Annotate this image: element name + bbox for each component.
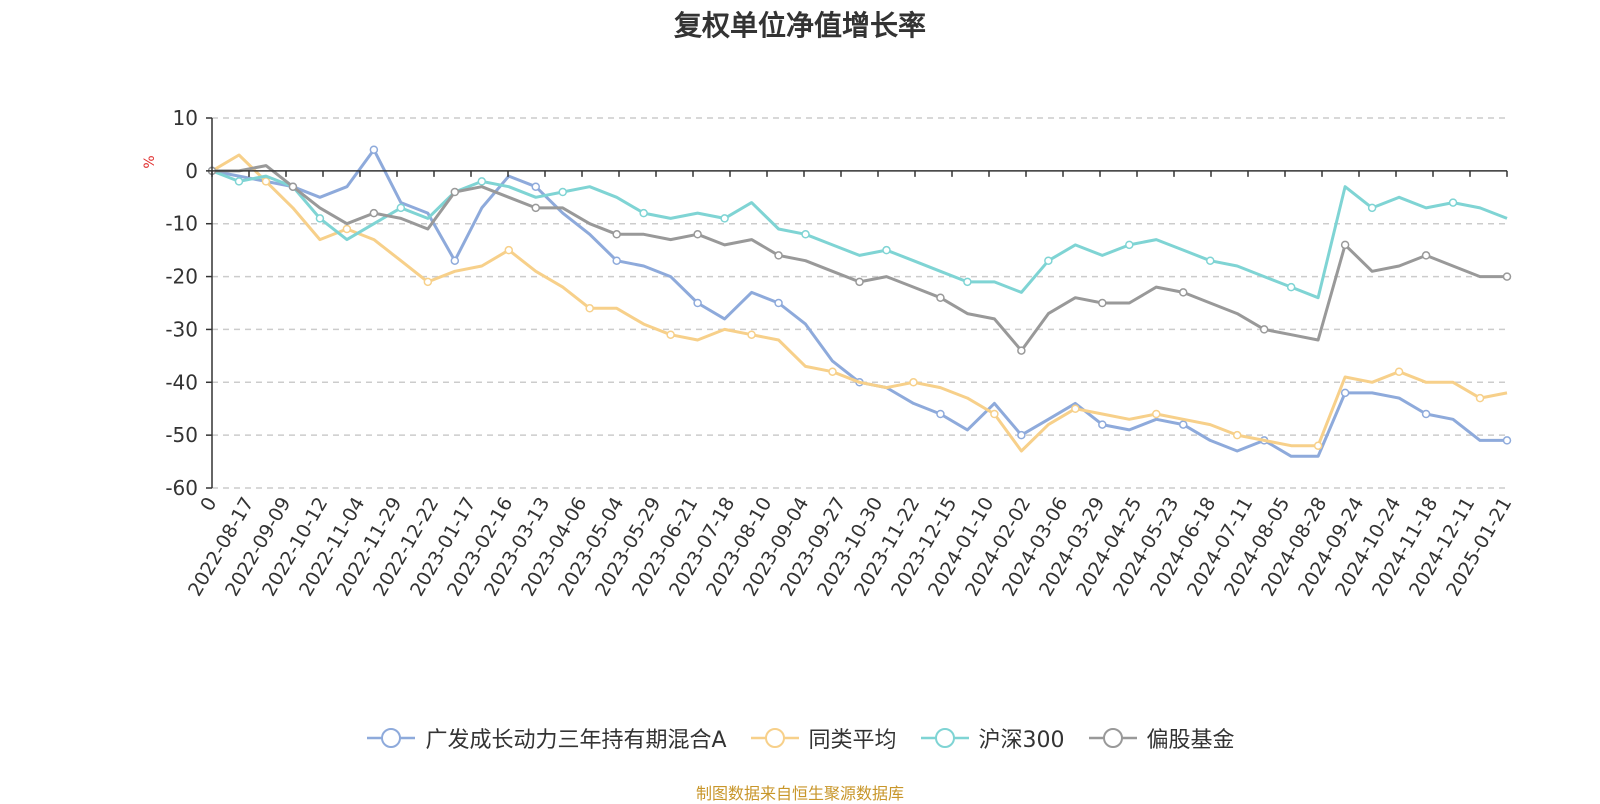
y-tick-label: -40 [165, 370, 198, 394]
data-point [1259, 325, 1269, 334]
legend-label: 同类平均 [808, 728, 897, 753]
y-tick-label: -20 [165, 265, 198, 289]
data-point [774, 251, 783, 260]
legend-marker-icon [1088, 728, 1137, 748]
y-tick-label: -50 [165, 423, 198, 447]
legend-item[interactable]: 偏股基金 [1087, 722, 1235, 754]
data-point [342, 224, 352, 234]
data-point [531, 182, 540, 191]
data-point [666, 330, 675, 339]
axis-layer: 100-10-20-30-40-50-6002022-08-172022-09-… [165, 106, 1516, 600]
data-point [504, 245, 514, 255]
data-point [1421, 409, 1431, 419]
data-point [1421, 251, 1431, 260]
series-line [212, 164, 1507, 353]
series-line [211, 153, 1508, 453]
x-tick-label: 0 [196, 494, 221, 515]
data-point [963, 277, 972, 287]
data-point [612, 256, 621, 265]
y-tick-label: -60 [165, 476, 198, 500]
legend: 广发成长动力三年持有期混合A 同类平均 沪深300 偏股基金 [0, 722, 1600, 754]
legend-label: 偏股基金 [1146, 728, 1235, 753]
legend-marker-icon [367, 728, 416, 748]
data-point [315, 214, 325, 223]
data-point [369, 208, 379, 218]
data-point [396, 203, 406, 213]
legend-marker-icon [750, 728, 799, 748]
data-point [450, 187, 460, 197]
data-point [1340, 240, 1350, 250]
y-tick-label: -10 [165, 212, 198, 236]
series-line [211, 148, 1507, 458]
data-point [1286, 282, 1296, 292]
data-point [1205, 256, 1215, 265]
data-point [1017, 346, 1026, 355]
data-point [1125, 240, 1134, 250]
data-point [1071, 404, 1080, 413]
grid-layer [212, 117, 1507, 489]
data-point [1152, 409, 1161, 419]
data-point [1448, 198, 1458, 207]
legend-item[interactable]: 同类平均 [749, 722, 897, 754]
y-axis-label: % [142, 155, 158, 168]
data-point [882, 245, 891, 255]
data-point [1098, 298, 1107, 308]
data-point [288, 182, 298, 191]
line-chart: 100-10-20-30-40-50-6002022-08-172022-09-… [142, 106, 1516, 600]
y-tick-label: 0 [185, 159, 198, 183]
data-point [558, 187, 567, 197]
data-point [369, 145, 379, 154]
data-point [477, 177, 487, 186]
y-tick-label: -30 [165, 317, 198, 341]
data-point [585, 304, 594, 313]
data-point [693, 298, 702, 308]
legend-item[interactable]: 广发成长动力三年持有期混合A [365, 722, 727, 754]
data-point [531, 203, 540, 213]
data-point [936, 293, 945, 302]
data-point [1179, 420, 1188, 429]
data-point [990, 409, 999, 419]
data-point [1098, 420, 1107, 429]
series-layer [207, 145, 1512, 458]
data-point [774, 298, 783, 308]
legend-item[interactable]: 沪深300 [919, 722, 1065, 754]
data-point [1502, 436, 1512, 445]
data-point [1394, 367, 1404, 376]
data-point [261, 177, 271, 186]
data-point [234, 177, 244, 186]
data-point [1017, 430, 1026, 440]
data-point [1313, 441, 1323, 450]
data-point [936, 409, 945, 419]
data-point [828, 367, 837, 376]
data-point [1340, 388, 1350, 398]
chart-title: 复权单位净值增长率 [673, 9, 926, 42]
data-point [909, 378, 918, 387]
data-point [1475, 393, 1485, 403]
data-point [1502, 272, 1512, 281]
data-point [450, 256, 460, 265]
legend-label: 广发成长动力三年持有期混合A [425, 728, 727, 753]
data-point [693, 230, 702, 239]
data-point [423, 277, 433, 287]
legend-label: 沪深300 [978, 728, 1065, 753]
data-point [1367, 203, 1377, 213]
data-point [855, 277, 864, 287]
data-point [747, 330, 756, 339]
data-point [720, 214, 729, 223]
y-tick-label: 10 [173, 106, 198, 130]
data-point [1232, 430, 1242, 440]
data-point [639, 208, 648, 218]
source-note: 制图数据来自恒生聚源数据库 [695, 784, 904, 803]
legend-marker-icon [920, 728, 969, 748]
data-point [1044, 256, 1053, 265]
data-point [612, 230, 621, 239]
data-point [1179, 288, 1188, 297]
data-point [801, 230, 810, 239]
